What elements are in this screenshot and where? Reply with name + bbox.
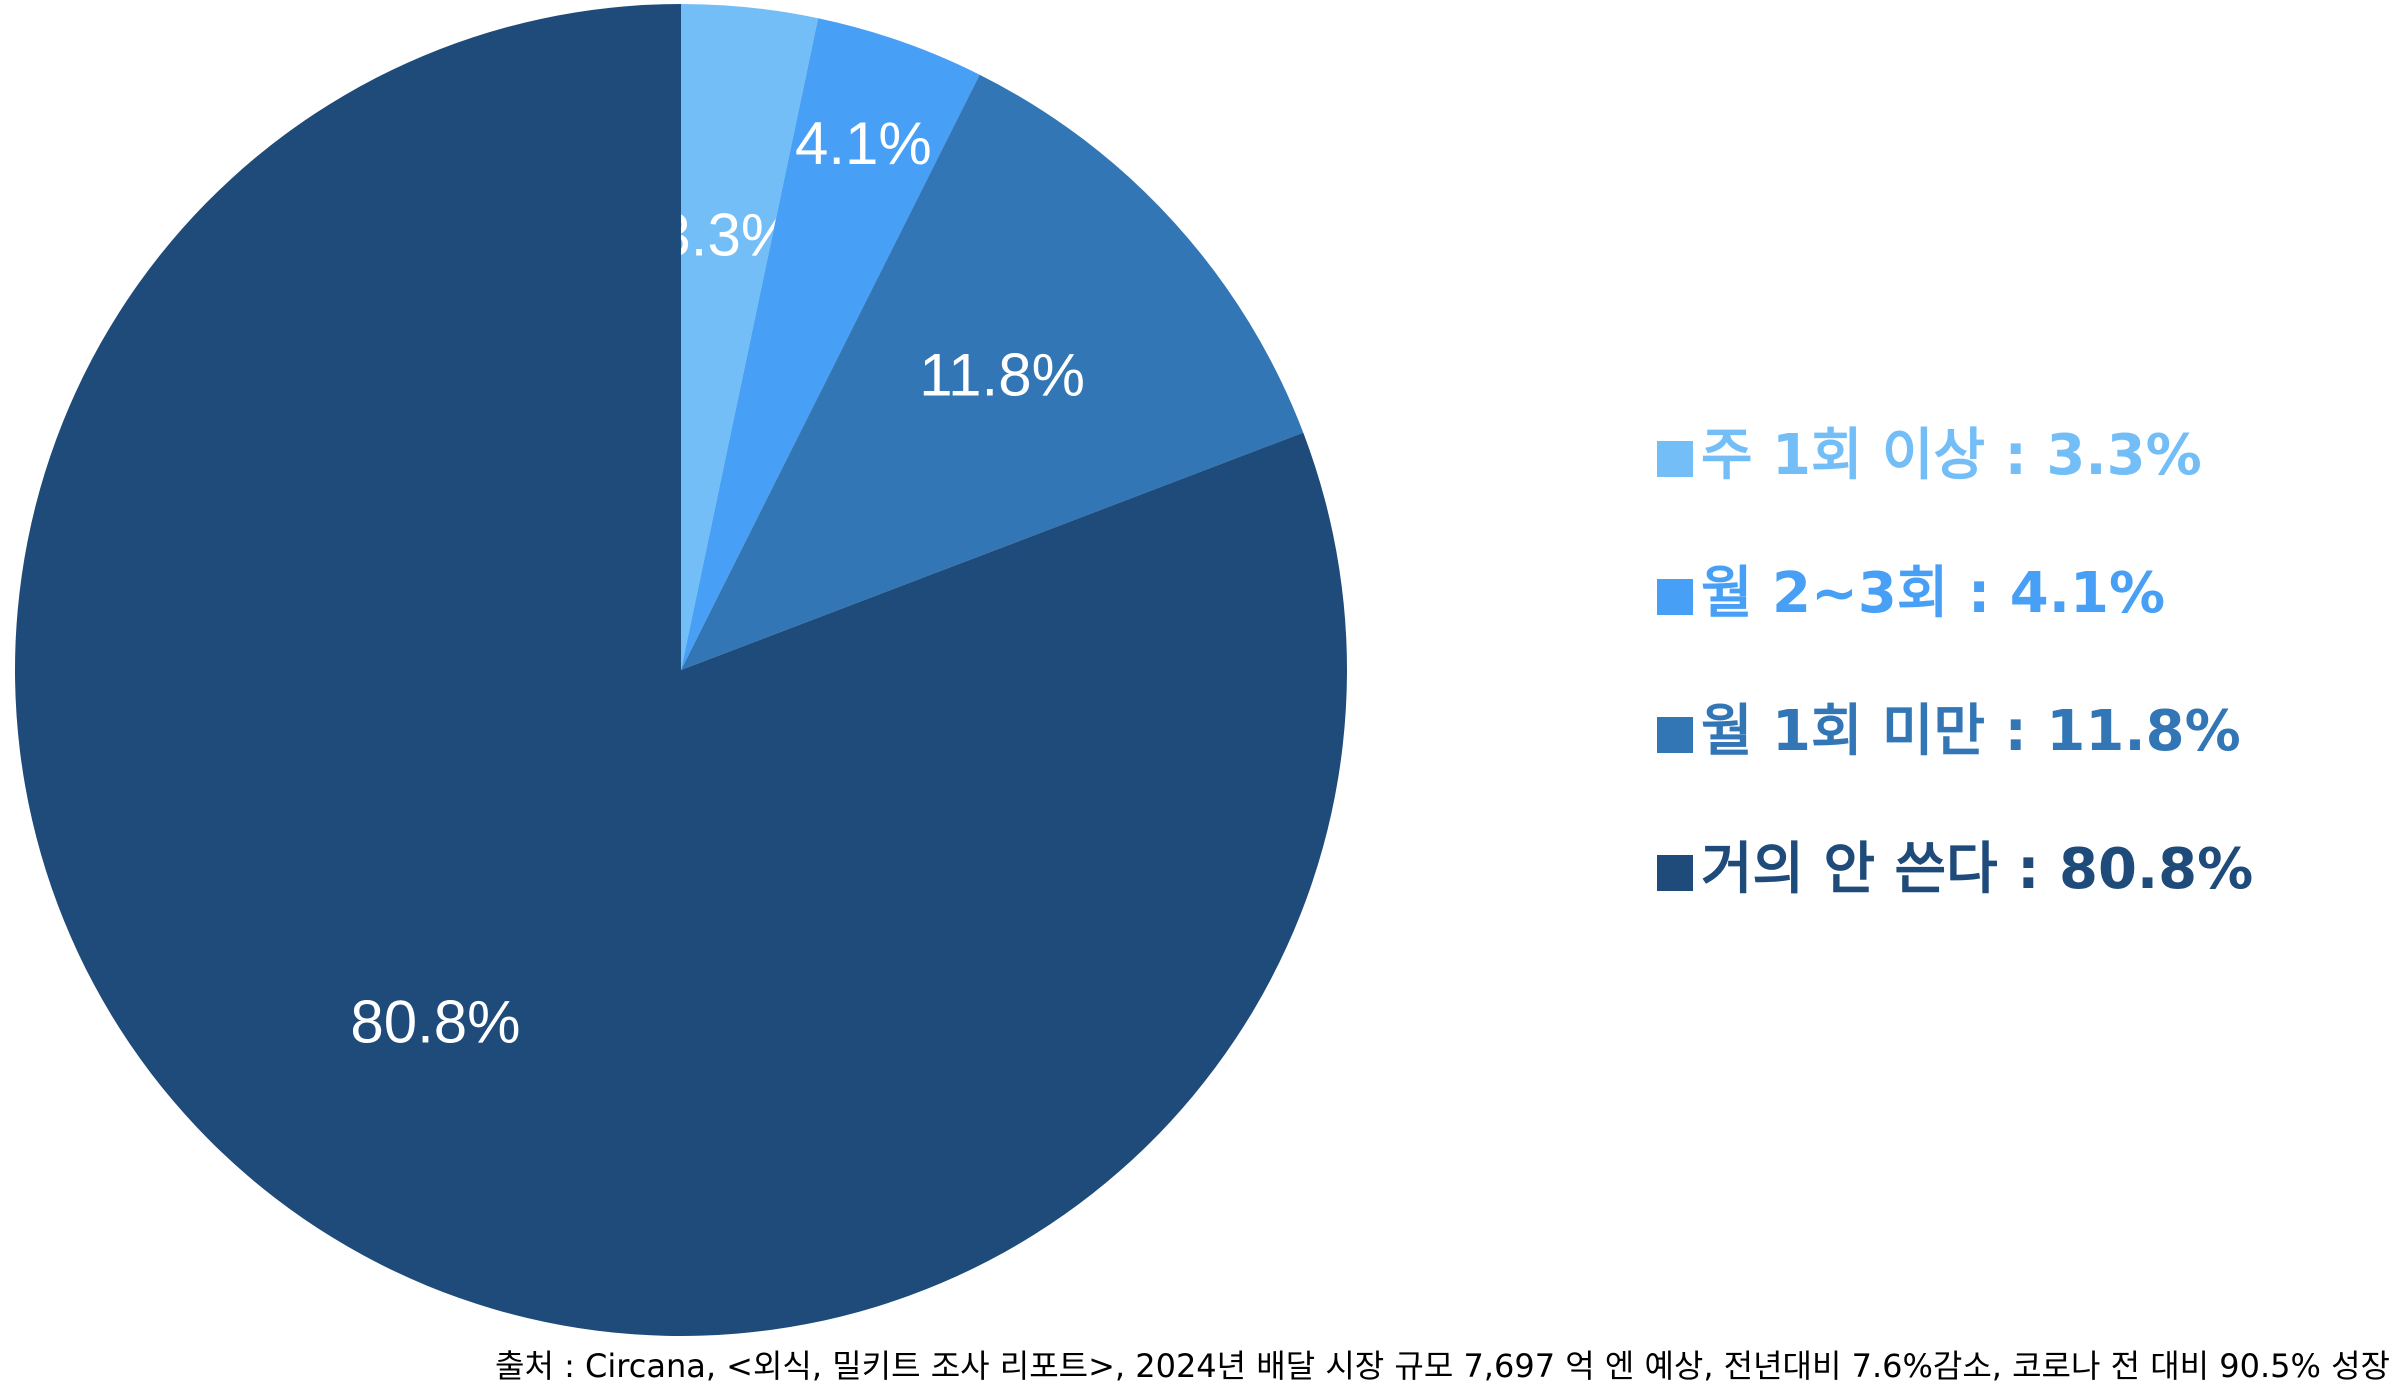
legend-swatch	[1657, 855, 1693, 891]
legend-swatch	[1657, 579, 1693, 615]
value-label: 11.8%	[919, 342, 1085, 409]
legend-swatch	[1657, 717, 1693, 753]
legend-label: 월 1회 미만 : 11.8%	[1701, 699, 2241, 764]
pie-slice	[14, 4, 1348, 1336]
legend-label: 거의 안 쓴다 : 80.8%	[1701, 837, 2253, 902]
legend-label: 월 2~3회 : 4.1%	[1701, 561, 2165, 626]
legend-label: 주 1회 이상 : 3.3%	[1701, 423, 2202, 488]
value-label: 4.1%	[795, 110, 932, 177]
source-note: 출처 : Circana, <외식, 밀키트 조사 리포트>, 2024년 배달…	[495, 1347, 2390, 1385]
pie-slice	[681, 18, 980, 670]
value-label: 80.8%	[350, 988, 520, 1055]
pie-slice	[681, 74, 1304, 671]
legend-swatch	[1657, 441, 1693, 477]
pie-slice	[681, 4, 819, 670]
